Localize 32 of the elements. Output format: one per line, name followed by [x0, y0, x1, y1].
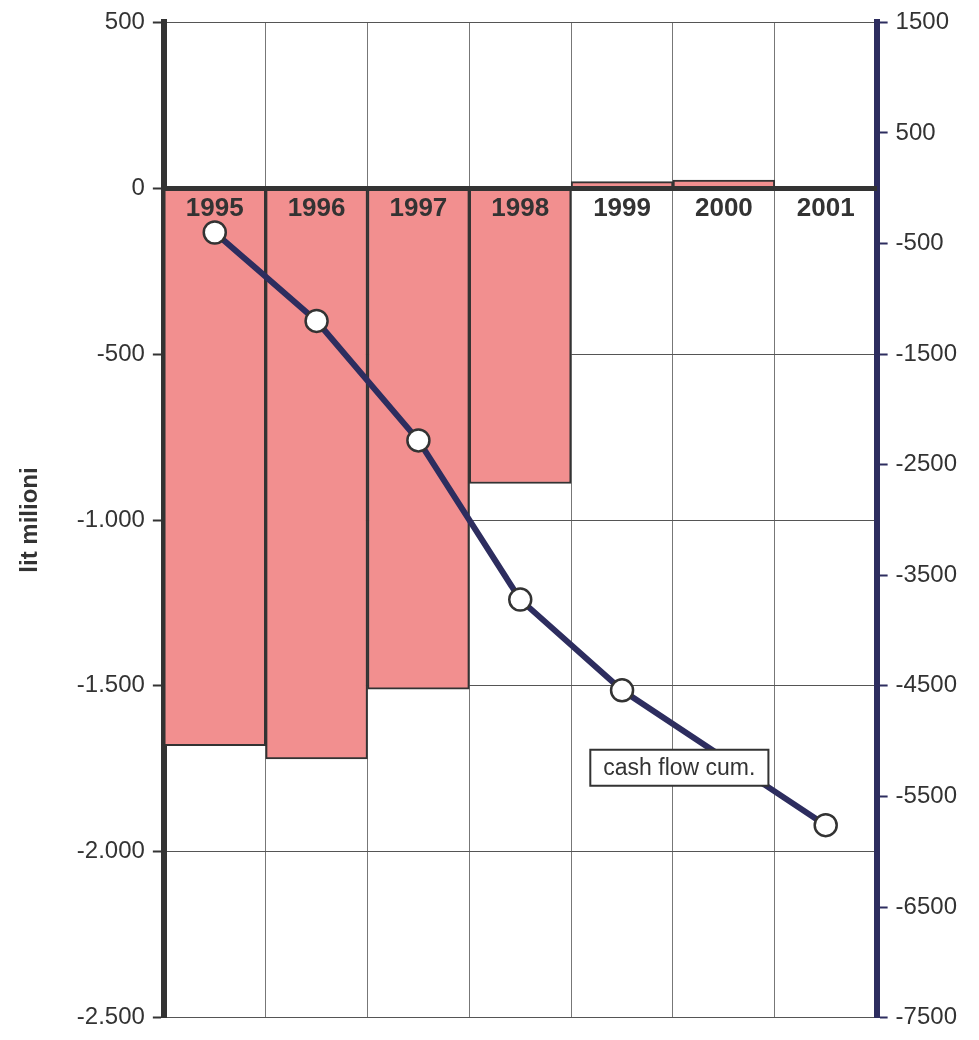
x-tick-label: 1998	[491, 192, 550, 223]
y-tick-label: -1.500	[76, 670, 145, 698]
series-label: cash flow cum.	[603, 754, 756, 781]
point	[609, 678, 635, 703]
y-tick-label: -2.000	[76, 836, 145, 864]
y-tick-label: 500	[104, 7, 145, 35]
x-tick-label: 2001	[796, 192, 855, 223]
x-tick-label: 1995	[185, 192, 244, 223]
y-tick-label: -500	[96, 338, 145, 366]
y2-tick-label: 1500	[895, 7, 950, 35]
y2-tick-label: -1500	[895, 338, 958, 366]
y2-tick-label: -3500	[895, 559, 958, 587]
point	[202, 220, 228, 245]
y2-tick-label: -5500	[895, 781, 958, 809]
point	[813, 812, 838, 838]
x-tick-label: 2000	[694, 192, 753, 223]
x-tick-label: 1997	[389, 192, 448, 223]
point	[304, 308, 329, 334]
y2-tick-label: -7500	[895, 1002, 958, 1030]
y-tick-label: 0	[131, 172, 145, 200]
y2-tick-label: 500	[895, 117, 936, 145]
y2-tick-label: -6500	[895, 891, 958, 919]
y-axis-title: lit milioni	[15, 467, 43, 573]
x-tick-label: 1996	[287, 192, 346, 223]
y2-tick-label: -4500	[895, 670, 958, 698]
x-tick-label: 1999	[593, 192, 651, 223]
point	[406, 428, 431, 453]
y2-tick-label: -500	[895, 228, 944, 256]
y-tick-label: -1.000	[76, 504, 145, 532]
point	[507, 587, 533, 612]
y-tick-label: -2.500	[76, 1002, 145, 1030]
y2-tick-label: -2500	[895, 449, 958, 477]
